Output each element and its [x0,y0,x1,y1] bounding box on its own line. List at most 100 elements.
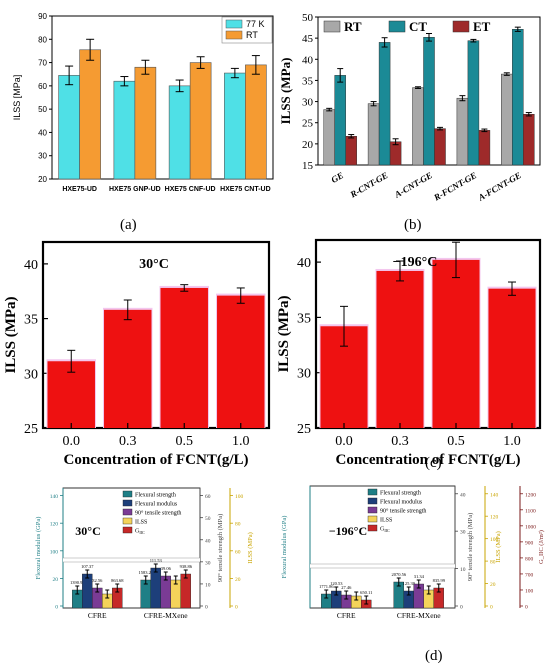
chart-b-bar [367,103,380,166]
chart-c2-frame [314,238,542,430]
chart-b-errorbar [481,128,488,133]
chart-a-ytick-label: 40 [38,128,47,137]
chart-c2-bar [432,259,480,428]
chart-d1-ytick-label: 30 [205,560,211,566]
chart-d1-ytick-label: 0 [55,605,58,611]
chart-d2-errorbar [344,590,349,600]
chart-b-legend-swatch [323,20,341,33]
chart-d1-ytick-label: 50 [205,516,211,522]
chart-c1-xtick-label: 0.5 [176,434,194,449]
chart-d2-errorbar [426,585,431,595]
chart-b-ytick-label: 15 [302,160,314,172]
chart-d1-legend-swatch [122,517,133,525]
chart-d2-ytick-label: 100 [525,588,534,594]
chart-a-ytick-label: 80 [38,35,47,44]
chart-d2-legend-swatch [367,506,378,514]
chart-d1-legend-label: GIIC [135,529,145,536]
chart-b-xtick-label: A-FCNT-GE [476,170,523,203]
chart-d1-annotation: 30°C [75,524,100,538]
chart-a-ytick-label: 60 [38,82,47,91]
chart-b-errorbar [437,126,443,131]
chart-c2-xtick-label: 0.0 [335,434,353,449]
chart-d1-data-label: 938.86 [180,564,193,569]
chart-d2-legend-swatch [367,515,378,523]
chart-d2-errorbar [364,595,369,605]
chart-a-frame [51,15,274,180]
chart-b-errorbar [326,107,333,112]
chart-d1-ytick-label: 10 [205,582,211,588]
chart-d2-data-label: 27.46 [341,585,352,590]
chart-d1-errorbar [173,575,178,585]
chart-b-xtick-label: GE [329,170,345,185]
chart-a-bar [79,49,101,180]
chart-d2-data-label: 125.39 [403,581,416,586]
chart-d2-legend-label: GIIC [380,527,390,534]
chart-c1-xlabel: Concentration of FCNT(g/L) [64,452,249,468]
chart-d2-data-label: 31.34 [414,574,425,579]
chart-d2-legend-swatch [367,524,378,532]
caption-b: (b) [404,217,422,233]
chart-d1-data-label: 39.06 [161,566,172,571]
chart-d2-legend-swatch [367,497,378,505]
chart-b-ytick-label: 25 [302,118,314,130]
chart-b-ylabel: ILSS (MPa) [278,58,293,125]
chart-d1-errorbar [95,583,100,593]
chart-d2-ytick-label: 1000 [525,524,536,530]
chart-c1-ytick-label: 30 [24,367,38,382]
chart-d2-ytick-label: 1200 [525,492,536,498]
chart-d2-xtick-label: CFRE [337,611,356,620]
chart-d1-bar [180,573,191,609]
chart-d1-data-label: 863.68 [111,578,124,583]
chart-b-ytick-label: 45 [302,33,314,45]
chart-a-bar [224,72,246,180]
chart-b-errorbar [337,68,344,83]
chart-d1-ylabel: 90° tensile strength (MPa) [217,514,224,583]
chart-a-bar [189,62,212,180]
chart-d1-ytick-label: 100 [50,549,59,555]
chart-c2-xlabel: Concentration of FCNT(g/L) [336,452,521,468]
chart-b-errorbar [348,134,355,139]
chart-d1-ytick-label: 140 [50,494,59,500]
caption-a: (a) [120,217,137,233]
chart-a-xtick-label: HXE75-UD [62,186,97,193]
chart-d2-errorbar [334,586,339,596]
chart-a-bar [113,80,136,180]
chart-d1-bar [82,573,93,609]
chart-b-bar [456,97,469,166]
chart-b-ytick-label: 20 [302,139,314,151]
chart-b-bar [345,135,357,166]
chart-d1-legend-label: ILSS [135,520,147,526]
chart-d1-data-label: 107.37 [81,564,94,569]
chart-c1-bar [217,295,265,428]
chart-a-errorbar [230,67,239,79]
chart-d2-errorbar [436,583,441,593]
chart-a-legend-label: RT [246,30,258,40]
chart-d2-errorbar [354,591,359,601]
chart-a-errorbar [251,55,260,75]
chart-b-bar [389,141,402,166]
chart-d1-errorbar [85,569,90,579]
chart-c2-ylabel: ILSS (MPa) [276,295,292,372]
chart-b-errorbar [514,26,521,32]
chart-a-legend-swatch [225,30,243,40]
chart-d1-errorbar [105,589,110,599]
chart-b-legend-label: ET [473,19,491,34]
chart-d1-ylabel: ILSS (MPa) [247,532,254,564]
chart-a-xtick-label: HXE75 GNP-UD [109,186,161,193]
chart-d1-legend-label: 90° tensile strength [135,510,181,517]
chart-d2-ytick-label: 700 [525,572,534,578]
chart-c2-errorbar [452,241,460,279]
chart-d1-ytick-label: 40 [205,538,211,544]
caption-d: (d) [425,648,443,664]
chart-d1-errorbar [75,585,80,595]
chart-d1-xtick-label: CFRE [88,611,107,620]
chart-c2-xtick-label: 1.0 [503,434,521,449]
chart-d1-legend: Flexural strength Flexural modulus 90° ten… [122,490,181,536]
chart-d2-data-label: 650.11 [360,590,372,595]
chart-a-errorbar [120,76,129,87]
chart-d2-ytick-label: 1100 [525,508,536,514]
chart-a-errorbar [196,56,205,69]
chart-d1-ytick-label: 60 [235,549,241,555]
chart-b-errorbar [426,32,432,42]
chart-c2-xtick-label: 0.5 [447,434,465,449]
